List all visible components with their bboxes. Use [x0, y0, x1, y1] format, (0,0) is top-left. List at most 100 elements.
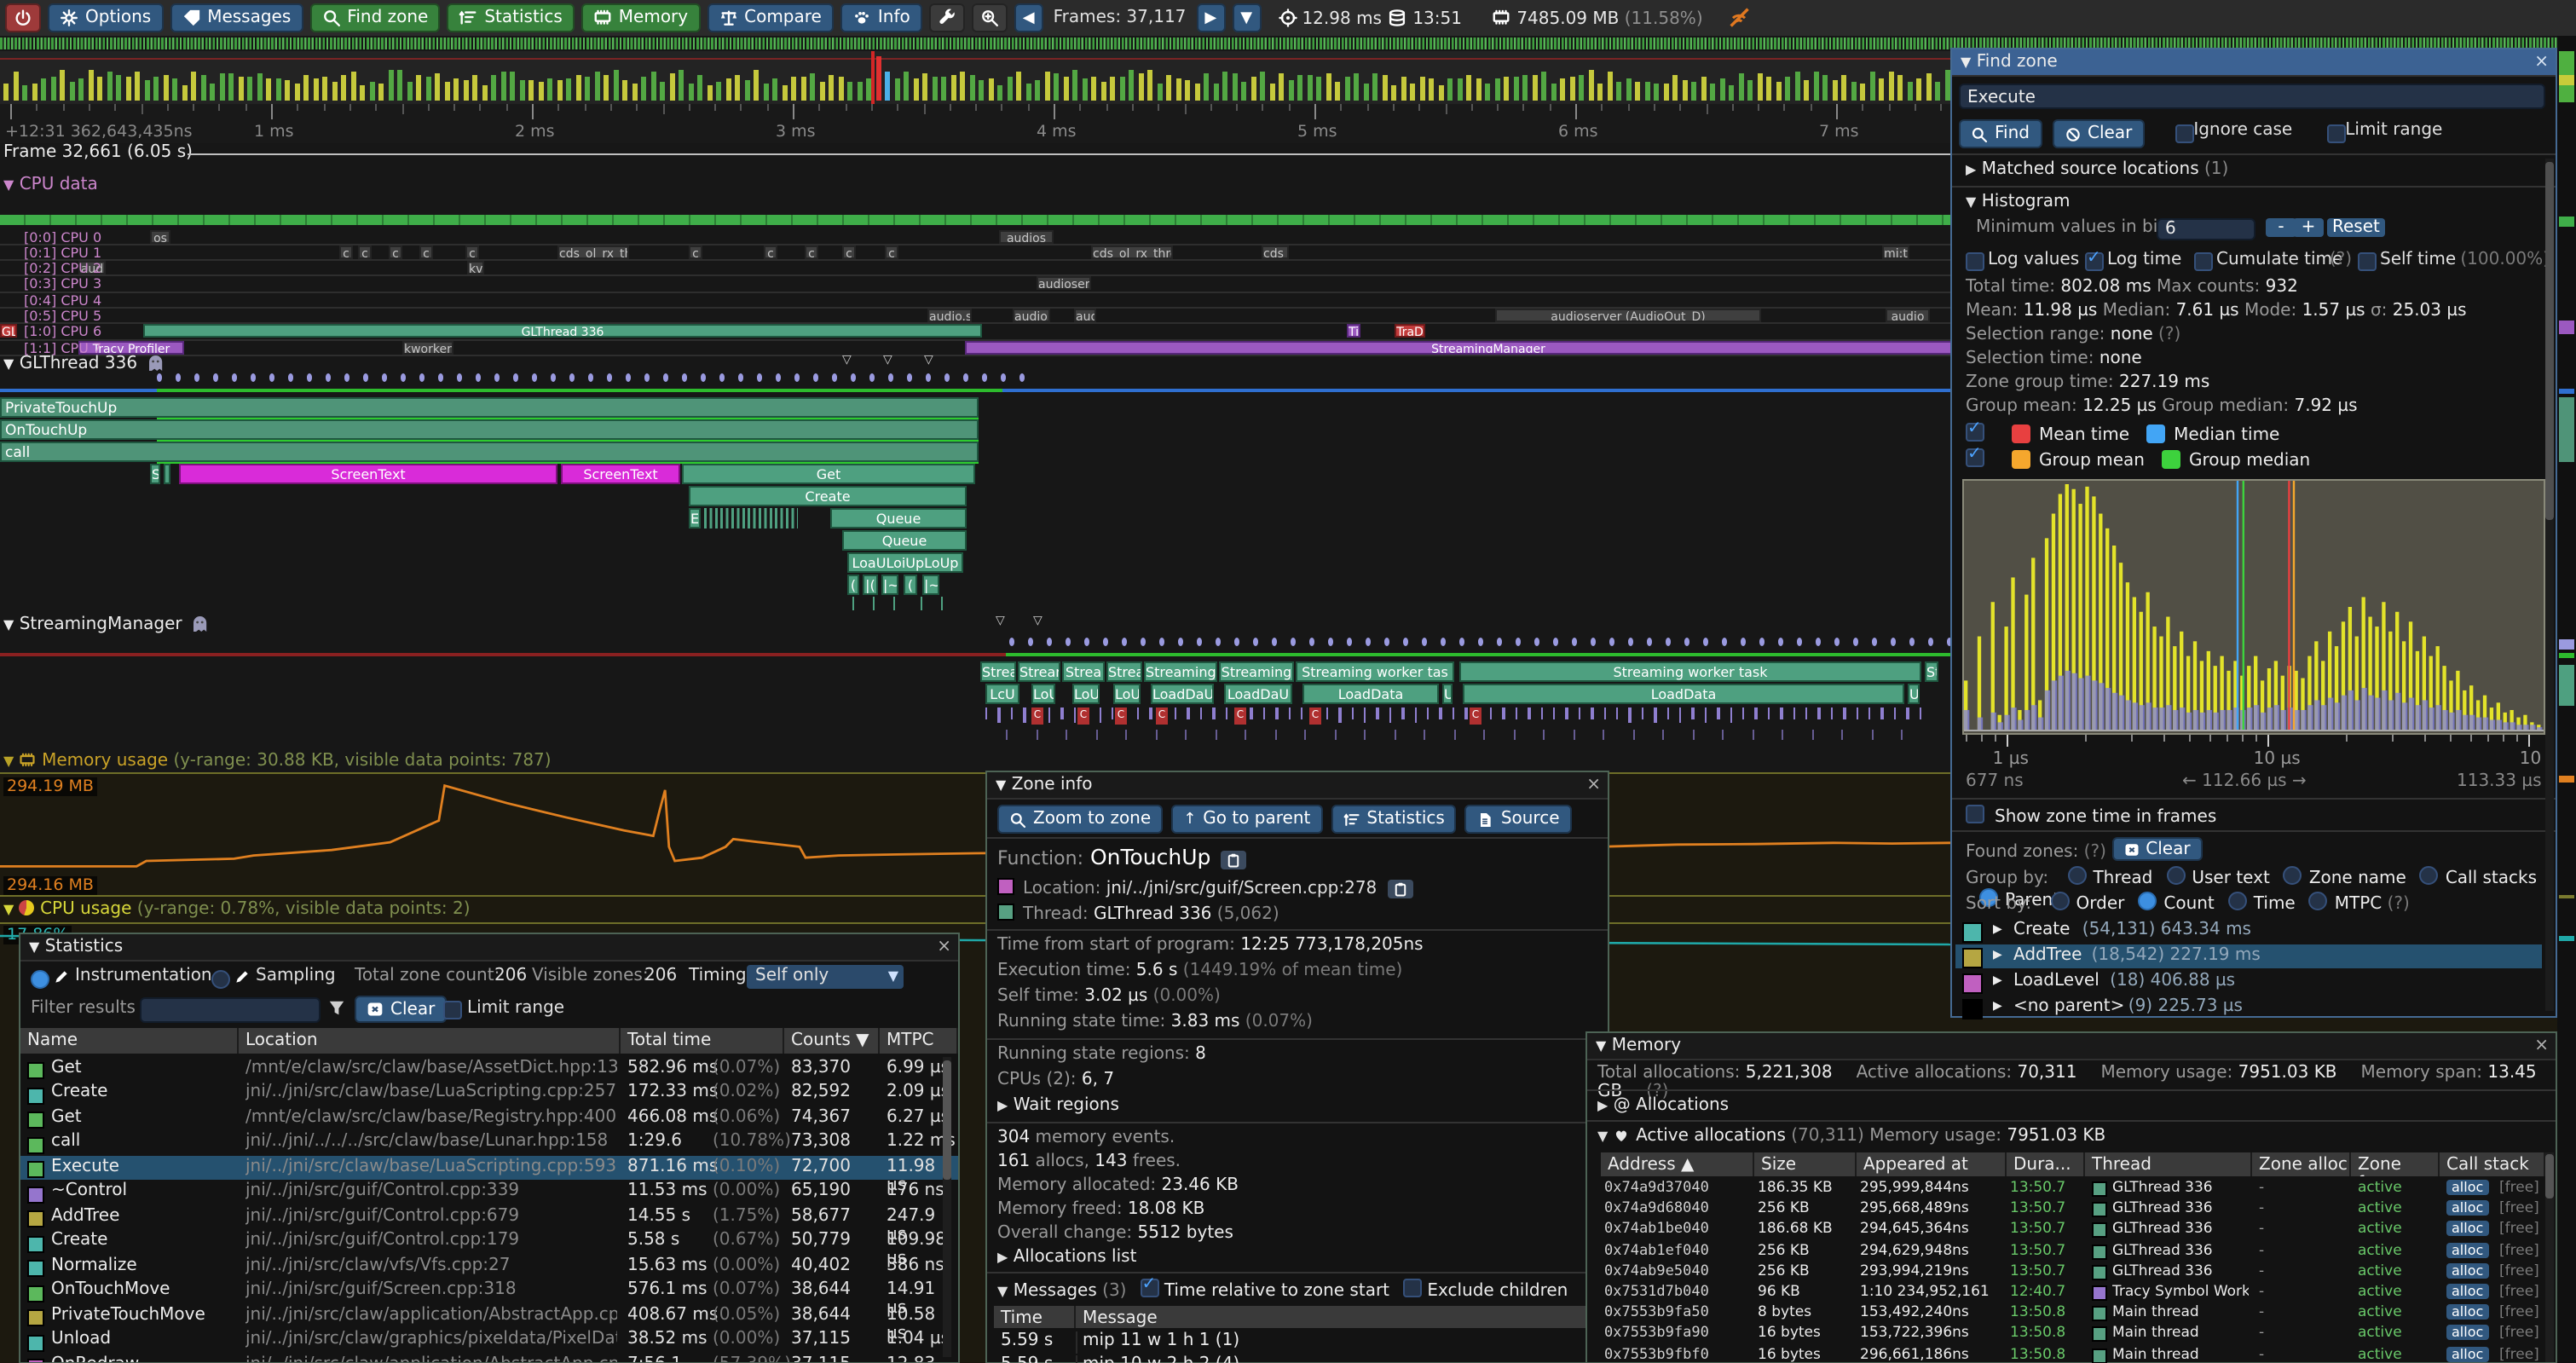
frame-bar[interactable]	[32, 83, 38, 101]
clear-button[interactable]: Clear	[2052, 119, 2145, 148]
column-header-zone-alloc[interactable]: Zone alloc	[2252, 1152, 2351, 1176]
frame-bar[interactable]	[1419, 76, 1425, 101]
gl-zone[interactable]: Get	[682, 464, 975, 484]
table-row[interactable]: Execute jni/../jni/src/claw/base/LuaScrip…	[20, 1156, 958, 1194]
memory-usage-graph[interactable]	[0, 776, 1951, 892]
stream-zone[interactable]: St	[1925, 661, 1938, 682]
frame-bar[interactable]	[913, 78, 919, 101]
frame-bar[interactable]	[1841, 74, 1847, 101]
find-button[interactable]: Find	[1959, 119, 2042, 148]
frame-bar[interactable]	[1541, 71, 1547, 101]
frame-bar[interactable]	[538, 82, 544, 101]
group-by-radio-parent[interactable]	[1979, 888, 1998, 907]
frame-bar[interactable]	[322, 76, 328, 101]
frame-bar[interactable]	[772, 78, 778, 101]
statistics-scrollbar-thumb[interactable]	[943, 1060, 951, 1180]
memory-row[interactable]: 0x74a9d68040 256 KB 295,668,489ns 13:50.7 GL…	[1601, 1200, 2545, 1221]
stream-zone[interactable]: Strea	[1062, 661, 1105, 682]
frame-bar[interactable]	[1635, 81, 1641, 101]
frame-bar[interactable]	[819, 82, 825, 101]
frame-bar[interactable]	[1766, 76, 1772, 101]
frame-bar[interactable]	[1054, 73, 1060, 101]
column-header-address[interactable]: Address ▲	[1601, 1152, 1754, 1176]
alloc-callstack-button[interactable]: alloc	[2446, 1262, 2489, 1279]
table-row[interactable]: PrivateTouchMove jni/../jni/src/claw/appl…	[20, 1304, 958, 1343]
frame-bar[interactable]	[1916, 78, 1922, 101]
frame-bar[interactable]	[575, 75, 581, 101]
min-bin-increment-button[interactable]: +	[2293, 218, 2324, 237]
frame-bar[interactable]	[1794, 71, 1800, 101]
frame-bar[interactable]	[547, 78, 553, 101]
memory-usage-header[interactable]: ▼ Memory usage (y-range: 30.88 KB, visib…	[3, 752, 552, 771]
frame-bar[interactable]	[1888, 71, 1894, 101]
memory-row[interactable]: 0x7553b9fbf0 16 bytes 296,661,186ns 13:50.8…	[1601, 1346, 2545, 1363]
frame-bar[interactable]	[191, 71, 197, 101]
histogram-toggle[interactable]: ▼ Histogram	[1966, 193, 2071, 211]
frame-bar[interactable]	[791, 77, 797, 101]
frame-bar[interactable]	[500, 71, 506, 101]
frame-bar[interactable]	[1025, 84, 1031, 101]
cpu-zone[interactable]: GLThread 336	[143, 324, 982, 338]
table-row[interactable]: AddTree jni/../jni/src/guif/Control.cpp:6…	[20, 1205, 958, 1244]
frame-bar[interactable]	[1194, 83, 1200, 101]
cumulate-time-checkbox[interactable]	[2194, 252, 2213, 271]
frame-bar[interactable]	[1597, 84, 1603, 101]
frame-bar[interactable]	[1776, 81, 1782, 101]
alloc-callstack-button[interactable]: alloc	[2446, 1325, 2489, 1341]
msg-marker-red[interactable]: C	[1234, 707, 1246, 724]
frame-bar[interactable]	[163, 74, 169, 101]
frame-bar[interactable]	[41, 78, 47, 101]
table-row[interactable]: Unload jni/../jni/src/claw/graphics/pixel…	[20, 1329, 958, 1353]
frame-bar[interactable]	[1869, 71, 1875, 101]
toolbar-button-options[interactable]: Options	[48, 3, 164, 32]
frame-bar[interactable]	[1438, 84, 1444, 101]
frame-bar[interactable]	[979, 79, 985, 101]
frame-bar[interactable]	[697, 74, 703, 101]
frame-bar[interactable]	[1466, 74, 1472, 101]
frame-bar[interactable]	[1579, 74, 1585, 101]
frame-bar[interactable]	[1288, 80, 1294, 101]
frame-bar[interactable]	[725, 78, 731, 101]
table-row[interactable]: Normalize jni/../jni/src/claw/vfs/Vfs.cpp…	[20, 1255, 958, 1279]
ignore-case-checkbox[interactable]	[2175, 124, 2194, 143]
frame-bar[interactable]	[1213, 84, 1219, 101]
frame-bar[interactable]	[1513, 76, 1519, 101]
frame-bar[interactable]	[1250, 77, 1256, 101]
table-row[interactable]: ~Control jni/../jni/src/guif/Control.cpp:…	[20, 1181, 958, 1204]
frame-bar[interactable]	[482, 84, 488, 101]
memory-row[interactable]: 0x74ab9e5040 256 KB 293,994,219ns 13:50.7 GL…	[1601, 1262, 2545, 1284]
frame-bar[interactable]	[988, 78, 994, 101]
frame-bar[interactable]	[200, 74, 206, 101]
frame-bar[interactable]	[1729, 84, 1735, 101]
frame-bar[interactable]	[238, 77, 244, 101]
frame-bar[interactable]	[1757, 73, 1763, 101]
frame-bar[interactable]	[866, 78, 872, 101]
stream-zone[interactable]: Strear	[1018, 661, 1060, 682]
frame-bar[interactable]	[1222, 72, 1228, 101]
exclude-children-checkbox[interactable]	[1403, 1279, 1423, 1297]
histogram-plot[interactable]	[1962, 479, 2545, 735]
msg-marker-red[interactable]: C	[1309, 707, 1321, 724]
column-header-size[interactable]: Size	[1754, 1152, 1857, 1176]
cpu-zone[interactable]: kv	[467, 261, 484, 275]
cpu-zone[interactable]: mi:t	[1882, 245, 1909, 259]
frame-bar[interactable]	[782, 84, 788, 101]
cpu-zone[interactable]: cds_ol_rx_threa	[1091, 245, 1173, 259]
gl-zone[interactable]	[704, 508, 798, 528]
memory-row[interactable]: 0x7553b9fa90 16 bytes 153,722,396ns 13:50.8…	[1601, 1325, 2545, 1346]
frame-bar[interactable]	[1551, 83, 1557, 101]
frame-bar[interactable]	[679, 70, 684, 101]
cpu-zone[interactable]: audioser	[1037, 276, 1091, 291]
frame-bar[interactable]	[453, 78, 459, 101]
msg-marker-red[interactable]: C	[1470, 707, 1481, 724]
frame-bar[interactable]	[1119, 76, 1125, 101]
frame-bar[interactable]	[932, 76, 938, 101]
min-bin-input[interactable]: 6	[2157, 218, 2255, 240]
frame-bar[interactable]	[510, 71, 516, 101]
frame-bar[interactable]	[1147, 70, 1153, 101]
message-row[interactable]: 5.59 s mip 10 w 2 h 2 (4)	[994, 1354, 1594, 1363]
statistics-scrollbar[interactable]	[943, 1057, 951, 1357]
frame-bar[interactable]	[650, 72, 656, 101]
frame-bar[interactable]	[1926, 72, 1932, 101]
gl-zone[interactable]: E	[689, 508, 701, 528]
